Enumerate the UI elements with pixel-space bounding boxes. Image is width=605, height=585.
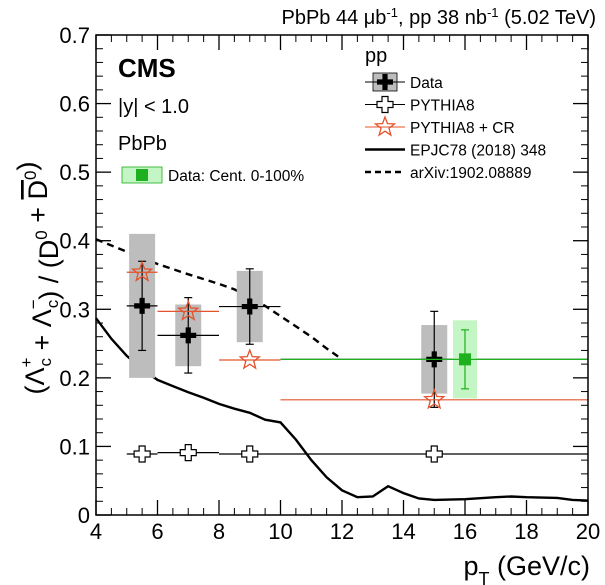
y-tick-label: 0.4 (59, 229, 90, 254)
y-tick-label: 0.6 (59, 92, 90, 117)
data-point (238, 348, 262, 370)
legend-label: EPJC78 (2018) 348 (410, 143, 546, 160)
data-point (133, 445, 151, 463)
legend-marker (377, 74, 393, 90)
chart-header: PbPb 44 μb-1, pp 38 nb-1 (5.02 TeV) (282, 5, 597, 30)
x-tick-label: 12 (330, 519, 354, 544)
x-tick-label: 14 (391, 519, 415, 544)
theory-curves (95, 238, 589, 502)
data-point (241, 445, 259, 463)
y-tick-label: 0 (78, 503, 90, 528)
data-layer (126, 233, 588, 463)
legend-label: PYTHIA8 + CR (410, 120, 515, 137)
legend-marker (376, 95, 394, 114)
y-tick-label: 0.3 (59, 297, 90, 322)
x-tick-label: 10 (268, 519, 292, 544)
x-tick-label: 6 (151, 519, 163, 544)
experiment-label: CMS (118, 53, 176, 83)
y-tick-label: 0.5 (59, 160, 90, 185)
x-tick-label: 8 (213, 519, 225, 544)
x-tick-label: 20 (576, 519, 600, 544)
legend-label: Data: Cent. 0-100% (168, 168, 304, 185)
x-axis-title: pT (GeV/c) (463, 551, 590, 585)
x-tick-label: 4 (90, 519, 102, 544)
legend-label: PYTHIA8 (410, 98, 475, 115)
data-point (130, 260, 154, 282)
legend-marker (136, 169, 148, 181)
axes: 4 6 8 10 12 14 16 18 20 0 0.1 0.2 0.3 0.4 0.5 0.6 0.7 (59, 23, 600, 544)
x-tick-label: 16 (453, 519, 477, 544)
data-point (241, 298, 258, 315)
legend: Data PYTHIA8 PYTHIA8 + CR EPJC78 (2018) 348… (121, 72, 546, 185)
data-point (176, 299, 200, 321)
legend-label: arXiv:1902.08889 (410, 165, 532, 182)
y-tick-label: 0.7 (59, 23, 90, 48)
rapidity-label: |y| < 1.0 (118, 96, 189, 118)
y-axis-title: (Λ+c + Λ−c) / (D0 + D0) (12, 162, 64, 395)
theory-curve-solid (95, 317, 589, 502)
data-point (179, 444, 197, 462)
data-point (425, 445, 443, 463)
legend-label: Data (410, 75, 443, 92)
data-point (180, 327, 197, 344)
data-point (134, 297, 151, 314)
pp-group-label: pp (365, 45, 387, 67)
legend-marker (373, 115, 397, 137)
y-tick-label: 0.2 (59, 366, 90, 391)
data-point (422, 387, 446, 410)
y-tick-label: 0.1 (59, 434, 90, 459)
x-tick-label: 18 (514, 519, 538, 544)
data-point (459, 353, 471, 366)
theory-curve-dashed (95, 238, 343, 361)
pbpb-group-label: PbPb (118, 133, 167, 155)
